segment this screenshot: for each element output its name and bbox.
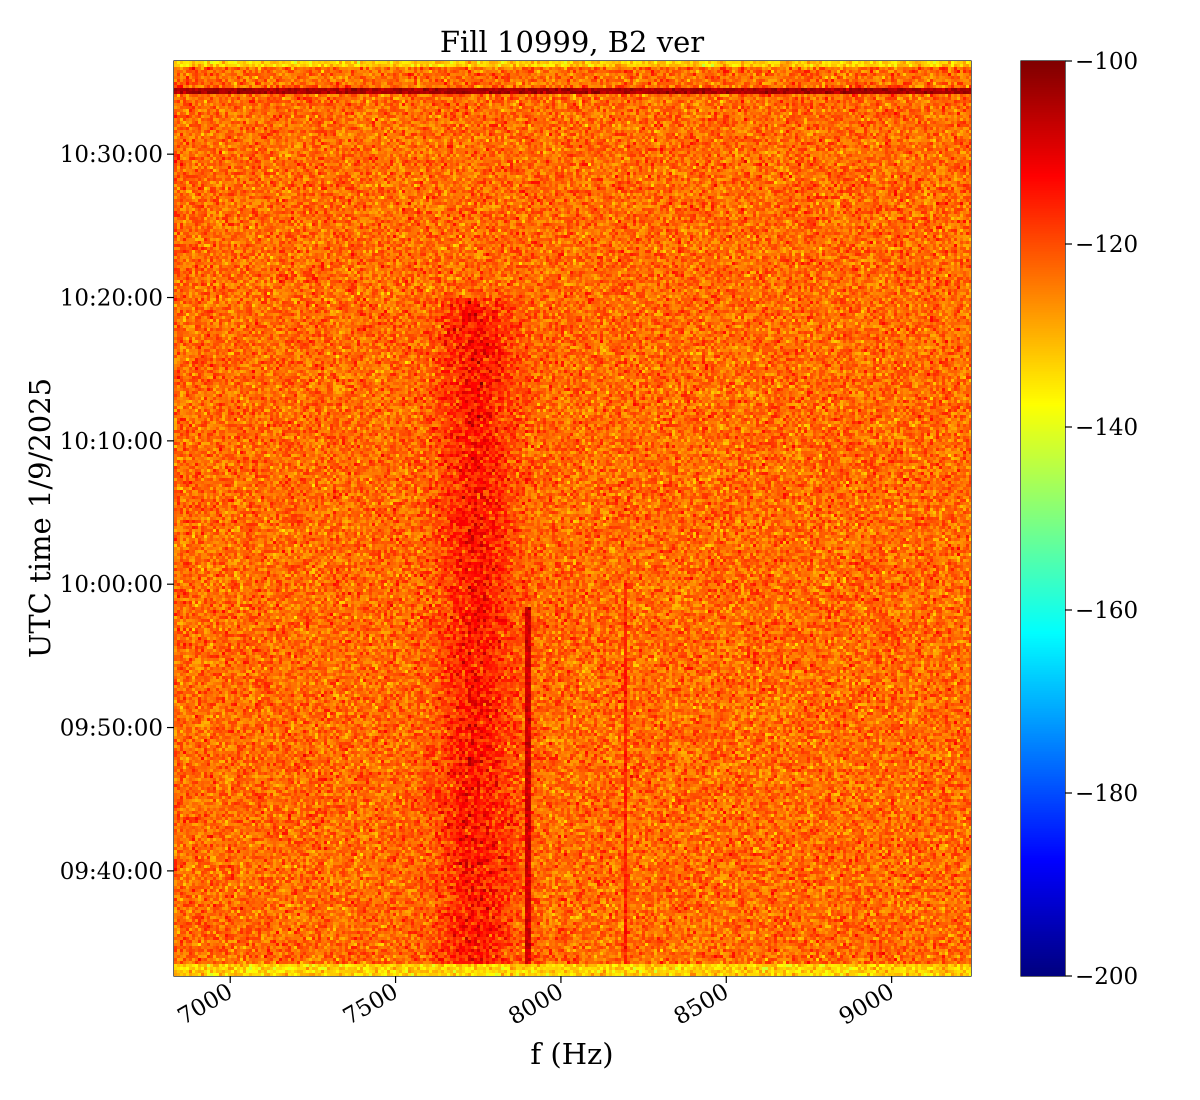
colorbar-tick-label: −180 — [1075, 781, 1138, 807]
y-axis-label: UTC time 1/9/2025 — [23, 378, 57, 658]
x-tick-label: 7000 — [174, 979, 238, 1031]
colorbar-ticks: −100 −120 −140 −160 −180 −200 — [1065, 49, 1138, 990]
chart-title: Fill 10999, B2 ver — [440, 25, 704, 59]
y-tick-label: 10:30:00 — [60, 142, 163, 168]
colorbar-tick-label: −160 — [1075, 598, 1138, 624]
x-tick-label: 9000 — [835, 979, 899, 1031]
y-tick-label: 09:50:00 — [60, 716, 163, 742]
y-tick-label: 10:10:00 — [60, 429, 163, 455]
colorbar-tick-label: −120 — [1075, 232, 1138, 258]
y-tick-label: 10:20:00 — [60, 286, 163, 312]
x-tick-label: 8500 — [670, 979, 734, 1031]
x-tick-label: 7500 — [339, 979, 403, 1031]
colorbar-tick-label: −200 — [1075, 964, 1138, 990]
x-axis-label: f (Hz) — [530, 1037, 613, 1071]
x-tick-label: 8000 — [504, 979, 568, 1031]
spectrogram-heatmap — [174, 61, 971, 976]
colorbar — [1021, 61, 1065, 976]
colorbar-tick-label: −100 — [1075, 49, 1138, 75]
colorbar-tick-label: −140 — [1075, 415, 1138, 441]
y-axis-ticks: 09:40:00 09:50:00 10:00:00 10:10:00 10:20:00… — [60, 142, 174, 885]
y-tick-label: 09:40:00 — [60, 859, 163, 885]
y-tick-label: 10:00:00 — [60, 572, 163, 598]
x-axis-ticks: 7000 7500 8000 8500 9000 — [174, 976, 899, 1030]
